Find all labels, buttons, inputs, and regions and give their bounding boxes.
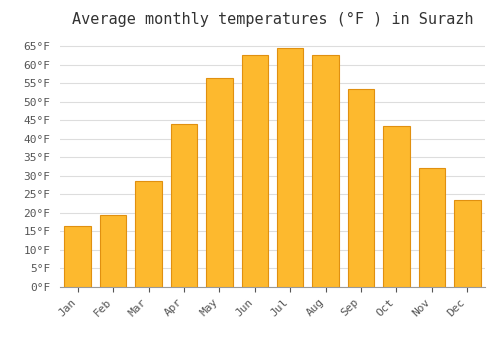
Bar [418,168,445,287]
Bar [242,55,268,287]
Bar [170,124,197,287]
Bar [312,55,339,287]
Bar [206,78,233,287]
Bar [383,126,409,287]
Bar [100,215,126,287]
Bar [64,226,91,287]
Bar [136,181,162,287]
Bar [277,48,303,287]
Bar [348,89,374,287]
Title: Average monthly temperatures (°F ) in Surazh: Average monthly temperatures (°F ) in Su… [72,12,473,27]
Bar [454,200,480,287]
